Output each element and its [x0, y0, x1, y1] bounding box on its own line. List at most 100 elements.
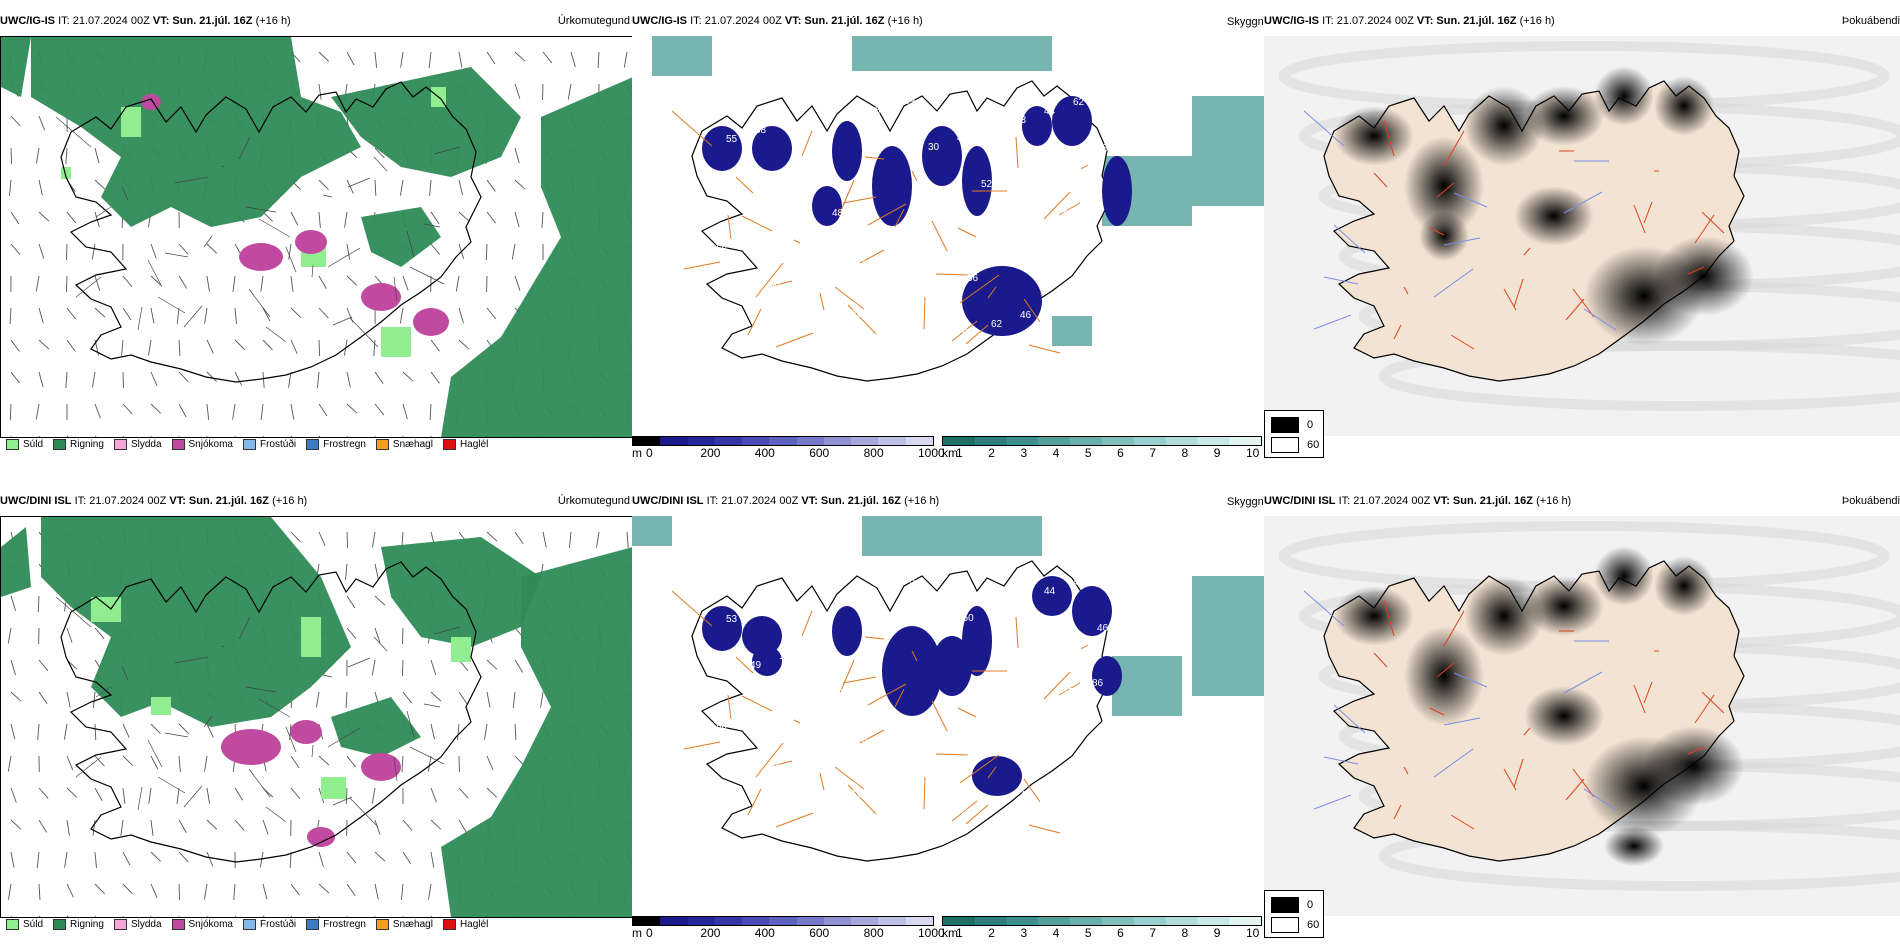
- panel-title: Úrkomutegund: [557, 15, 630, 27]
- low-ceiling-patch: [1092, 656, 1122, 696]
- visibility-patch: [862, 516, 1042, 556]
- colorbar-segment: [823, 917, 852, 925]
- ceiling-value: 68: [716, 244, 728, 255]
- visibility-patch: [632, 516, 672, 546]
- ceiling-value: 62: [962, 808, 974, 819]
- roads: [1303, 110, 1725, 350]
- drizzle-patch: [121, 107, 141, 137]
- ceiling-labels: 69 68 49 42 59 56 46 62 55 51 48 42 48 62 44 38 47 50 97 67…: [702, 88, 1109, 348]
- colorbar-segment: [742, 917, 770, 925]
- panel-header: UWC/DINI ISL IT: 21.07.2024 00Z VT: Sun.…: [0, 495, 630, 507]
- panel-header: UWC/DINI ISL IT: 21.07.2024 00Z VT: Sun.…: [1264, 495, 1900, 507]
- ceiling-value: 49: [750, 660, 762, 671]
- low-ceiling-patch: [972, 756, 1022, 796]
- drizzle-patch: [301, 617, 321, 657]
- ceiling-value: 47: [861, 679, 873, 690]
- visibility-patch: [1052, 316, 1092, 346]
- colorbar-segment: [974, 917, 1007, 925]
- legend-item: Haglél: [442, 439, 488, 450]
- colorbar-tick: 3: [1020, 926, 1028, 940]
- colorbar-segment: [943, 917, 975, 925]
- fog-patch: [1334, 106, 1414, 166]
- colorbar-tick: 400: [754, 446, 775, 460]
- rain-patch: [381, 537, 541, 647]
- roads: [671, 110, 1089, 354]
- ceiling-value: 46: [991, 799, 1003, 810]
- colorbar-segment: [1101, 917, 1134, 925]
- panel-header: UWC/IG-IS IT: 21.07.2024 00Z VT: Sun. 21…: [1264, 15, 1900, 27]
- rain-patch: [1, 527, 31, 597]
- legend-item: Súld: [6, 919, 43, 930]
- colorbar-tick: 1000: [918, 926, 945, 940]
- fog-patch: [1514, 186, 1594, 246]
- ceiling-value: 45: [803, 697, 815, 708]
- colorbar-segment: [1229, 917, 1261, 925]
- low-ceiling-patch: [832, 606, 862, 656]
- ceiling-area: [702, 576, 1122, 796]
- drizzle-patch: [321, 777, 346, 799]
- ceiling-value: 75: [986, 124, 998, 135]
- ceiling-value: 67: [909, 291, 921, 302]
- legend-item: Slydda: [113, 919, 162, 930]
- colorbar-segment: [1070, 917, 1102, 925]
- visibility-colorbar: km 1 2 3 4 5 6 7 8 9 10: [942, 436, 1262, 464]
- snow-patch: [361, 283, 401, 311]
- colorbar-segment: [943, 437, 975, 445]
- ceiling-value: 52: [1039, 641, 1051, 652]
- ceiling-value: 35: [808, 642, 820, 653]
- colorbar-tick: 10: [1246, 926, 1260, 940]
- roads: [671, 590, 1089, 834]
- ceiling-value: 40: [755, 605, 767, 616]
- ceiling-value: 47: [750, 180, 762, 191]
- legend-item: Frostúði: [242, 919, 297, 930]
- colorbar-tick: 9: [1213, 926, 1221, 940]
- ceiling-value: 40: [938, 762, 950, 773]
- ceiling-value: 69: [702, 88, 714, 99]
- ceiling-value: 57: [1010, 170, 1022, 181]
- ceiling-value: 63: [827, 263, 839, 274]
- legend-label: Frostúði: [259, 919, 297, 930]
- colorbar-segment: [796, 437, 824, 445]
- ceiling-value: 86: [1092, 678, 1104, 689]
- fog-patch: [1464, 576, 1544, 656]
- ceiling-value: 100: [774, 226, 791, 237]
- low-ceiling-patch: [962, 266, 1042, 336]
- colorbar-tick: 4: [1052, 446, 1060, 460]
- fog-legend-row2: 0 60: [1264, 890, 1324, 938]
- fog-patch: [1334, 586, 1414, 646]
- rain-area: [1, 517, 633, 917]
- colorbar-tick: 2: [988, 926, 995, 940]
- fog-patch: [1419, 211, 1469, 261]
- visibility-patch: [1112, 656, 1182, 716]
- ceiling-value: 50: [803, 217, 815, 228]
- colorbar-tick: 5: [1084, 446, 1092, 460]
- legend-swatch: [53, 919, 67, 930]
- legend-swatch: [375, 919, 389, 930]
- low-ceiling-patch: [742, 616, 782, 656]
- colorbar-segment: [905, 917, 933, 925]
- precip-type-map: [0, 516, 634, 918]
- ceiling-value: 54: [822, 318, 834, 329]
- colorbar-segment: [660, 437, 688, 445]
- fog-area: [1334, 66, 1754, 346]
- ceiling-value: 52: [981, 179, 993, 190]
- drizzle-patch: [61, 167, 71, 179]
- drizzle-patch: [151, 697, 171, 715]
- fog-panel-row1: UWC/IG-IS IT: 21.07.2024 00Z VT: Sun. 21…: [1264, 14, 1900, 464]
- low-ceiling-patch: [1072, 586, 1112, 636]
- colorbar-unit: km: [942, 446, 958, 460]
- ceiling-colorbar: m 0 200 400 600 800 1000: [632, 916, 945, 944]
- colorbar-segment: [769, 437, 797, 445]
- colorbar-segment: [1006, 437, 1039, 445]
- ceiling-value: 49: [808, 162, 820, 173]
- colorbar-tick: 200: [700, 926, 721, 940]
- colorbar-segment: [796, 917, 824, 925]
- visibility-patch: [1192, 576, 1264, 696]
- legend-label: Slydda: [130, 919, 162, 930]
- fog-patch: [1524, 576, 1604, 636]
- fog-map: [1264, 36, 1900, 436]
- rain-patch: [331, 697, 421, 757]
- colorbar-segment: [633, 437, 661, 445]
- colorbar-segment: [974, 437, 1007, 445]
- rain-patch: [441, 547, 633, 917]
